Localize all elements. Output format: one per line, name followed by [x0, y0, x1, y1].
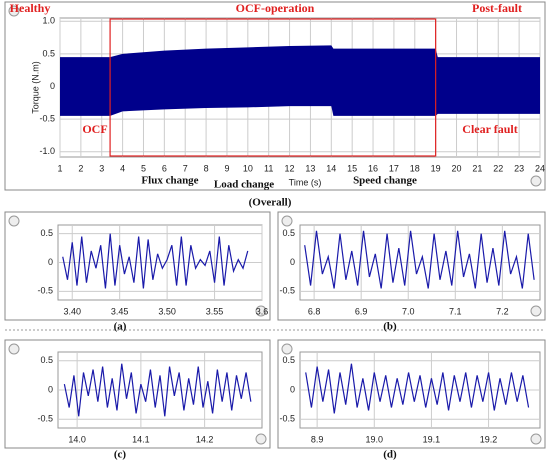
torque-band — [60, 86, 540, 116]
y-tick-label: 0 — [48, 384, 53, 394]
x-tick-label: 14.1 — [132, 434, 150, 444]
signal-line — [62, 233, 249, 289]
caption: (c) — [114, 449, 127, 461]
x-tick-label: 13 — [305, 163, 315, 173]
x-tick-label: 6.8 — [308, 306, 321, 316]
phase-label: OCF-operation — [236, 1, 315, 15]
menu-icon — [281, 215, 293, 227]
caption: (a) — [114, 321, 127, 333]
menu-icon — [8, 5, 20, 17]
x-tick-label: 18 — [410, 163, 420, 173]
x-tick-label: 14.0 — [68, 434, 86, 444]
menu-icon — [281, 343, 293, 355]
x-tick-label: 3.6 — [256, 306, 269, 316]
x-tick-label: 19.0 — [366, 434, 384, 444]
torque-band — [60, 45, 540, 87]
y-tick-label: 0 — [290, 384, 295, 394]
y-tick-label: -0.5 — [39, 114, 55, 124]
x-tick-label: 14 — [326, 163, 336, 173]
x-axis-label: Time (s) — [289, 177, 322, 187]
x-tick-label: 4 — [120, 163, 125, 173]
y-tick-label: 1.0 — [42, 16, 55, 26]
y-tick-label: 0.5 — [42, 48, 55, 58]
x-tick-label: 11 — [264, 163, 273, 173]
x-tick-label: 16 — [368, 163, 378, 173]
y-tick-label: -1.0 — [39, 146, 55, 156]
x-tick-label: 7.1 — [449, 306, 462, 316]
x-tick-label: 2 — [78, 163, 83, 173]
x-tick-label: 19.2 — [480, 434, 498, 444]
x-tick-label: 17 — [389, 163, 399, 173]
x-tick-label: 12 — [285, 163, 295, 173]
zoom-icon — [530, 433, 542, 445]
x-tick-label: 9 — [224, 163, 229, 173]
x-tick-label: 19.1 — [423, 434, 441, 444]
x-tick-label: 24 — [535, 163, 545, 173]
y-axis-label: Torque (N.m) — [30, 61, 40, 114]
y-tick-label: -0.5 — [37, 286, 53, 296]
x-tick-label: 15 — [347, 163, 357, 173]
y-tick-label: 0.5 — [282, 228, 295, 238]
caption: (d) — [383, 449, 397, 461]
y-tick-label: 0 — [290, 257, 295, 267]
annotation: Speed change — [353, 175, 417, 187]
x-tick-label: 3 — [99, 163, 104, 173]
y-tick-label: -0.5 — [279, 286, 295, 296]
fault-region — [109, 18, 437, 157]
x-tick-label: 19 — [431, 163, 441, 173]
y-tick-label: -0.5 — [37, 414, 53, 424]
x-tick-label: 20 — [452, 163, 462, 173]
caption: (b) — [383, 321, 397, 333]
signal-line — [63, 363, 252, 417]
zoom-icon — [255, 305, 267, 317]
x-tick-label: 8 — [204, 163, 209, 173]
phase-label: Post-fault — [472, 1, 522, 15]
x-tick-label: 10 — [243, 163, 253, 173]
annotation: Flux change — [141, 175, 198, 187]
y-tick-label: -0.5 — [279, 414, 295, 424]
y-tick-label: 0 — [48, 257, 53, 267]
menu-icon — [8, 343, 20, 355]
phase-label: Healthy — [10, 1, 51, 15]
y-tick-label: 0 — [50, 81, 55, 91]
zoom-icon — [255, 433, 267, 445]
x-tick-label: 14.2 — [196, 434, 214, 444]
annotation: Clear fault — [462, 122, 517, 136]
x-tick-label: 5 — [141, 163, 146, 173]
x-tick-label: 6.9 — [355, 306, 368, 316]
x-tick-label: 6 — [162, 163, 167, 173]
annotation: OCF — [82, 122, 107, 136]
x-tick-label: 3.45 — [111, 306, 129, 316]
y-tick-label: 0.5 — [40, 355, 53, 365]
x-tick-label: 3.40 — [63, 306, 81, 316]
signal-line — [304, 230, 535, 289]
zoom-icon — [530, 305, 542, 317]
x-tick-label: 22 — [493, 163, 503, 173]
x-tick-label: 21 — [472, 163, 482, 173]
x-tick-label: 7.0 — [402, 306, 415, 316]
signal-line — [305, 363, 530, 414]
x-tick-label: 7 — [183, 163, 188, 173]
annotation: Load change — [214, 179, 274, 191]
y-tick-label: 0.5 — [282, 355, 295, 365]
caption: (Overall) — [249, 197, 292, 209]
x-tick-label: 7.2 — [496, 306, 509, 316]
x-tick-label: 23 — [514, 163, 524, 173]
x-tick-label: 1 — [57, 163, 62, 173]
x-tick-label: 3.50 — [158, 306, 176, 316]
x-tick-label: 8.9 — [311, 434, 324, 444]
y-tick-label: 0.5 — [40, 228, 53, 238]
zoom-icon — [530, 175, 542, 187]
x-tick-label: 3.55 — [206, 306, 224, 316]
menu-icon — [8, 215, 20, 227]
